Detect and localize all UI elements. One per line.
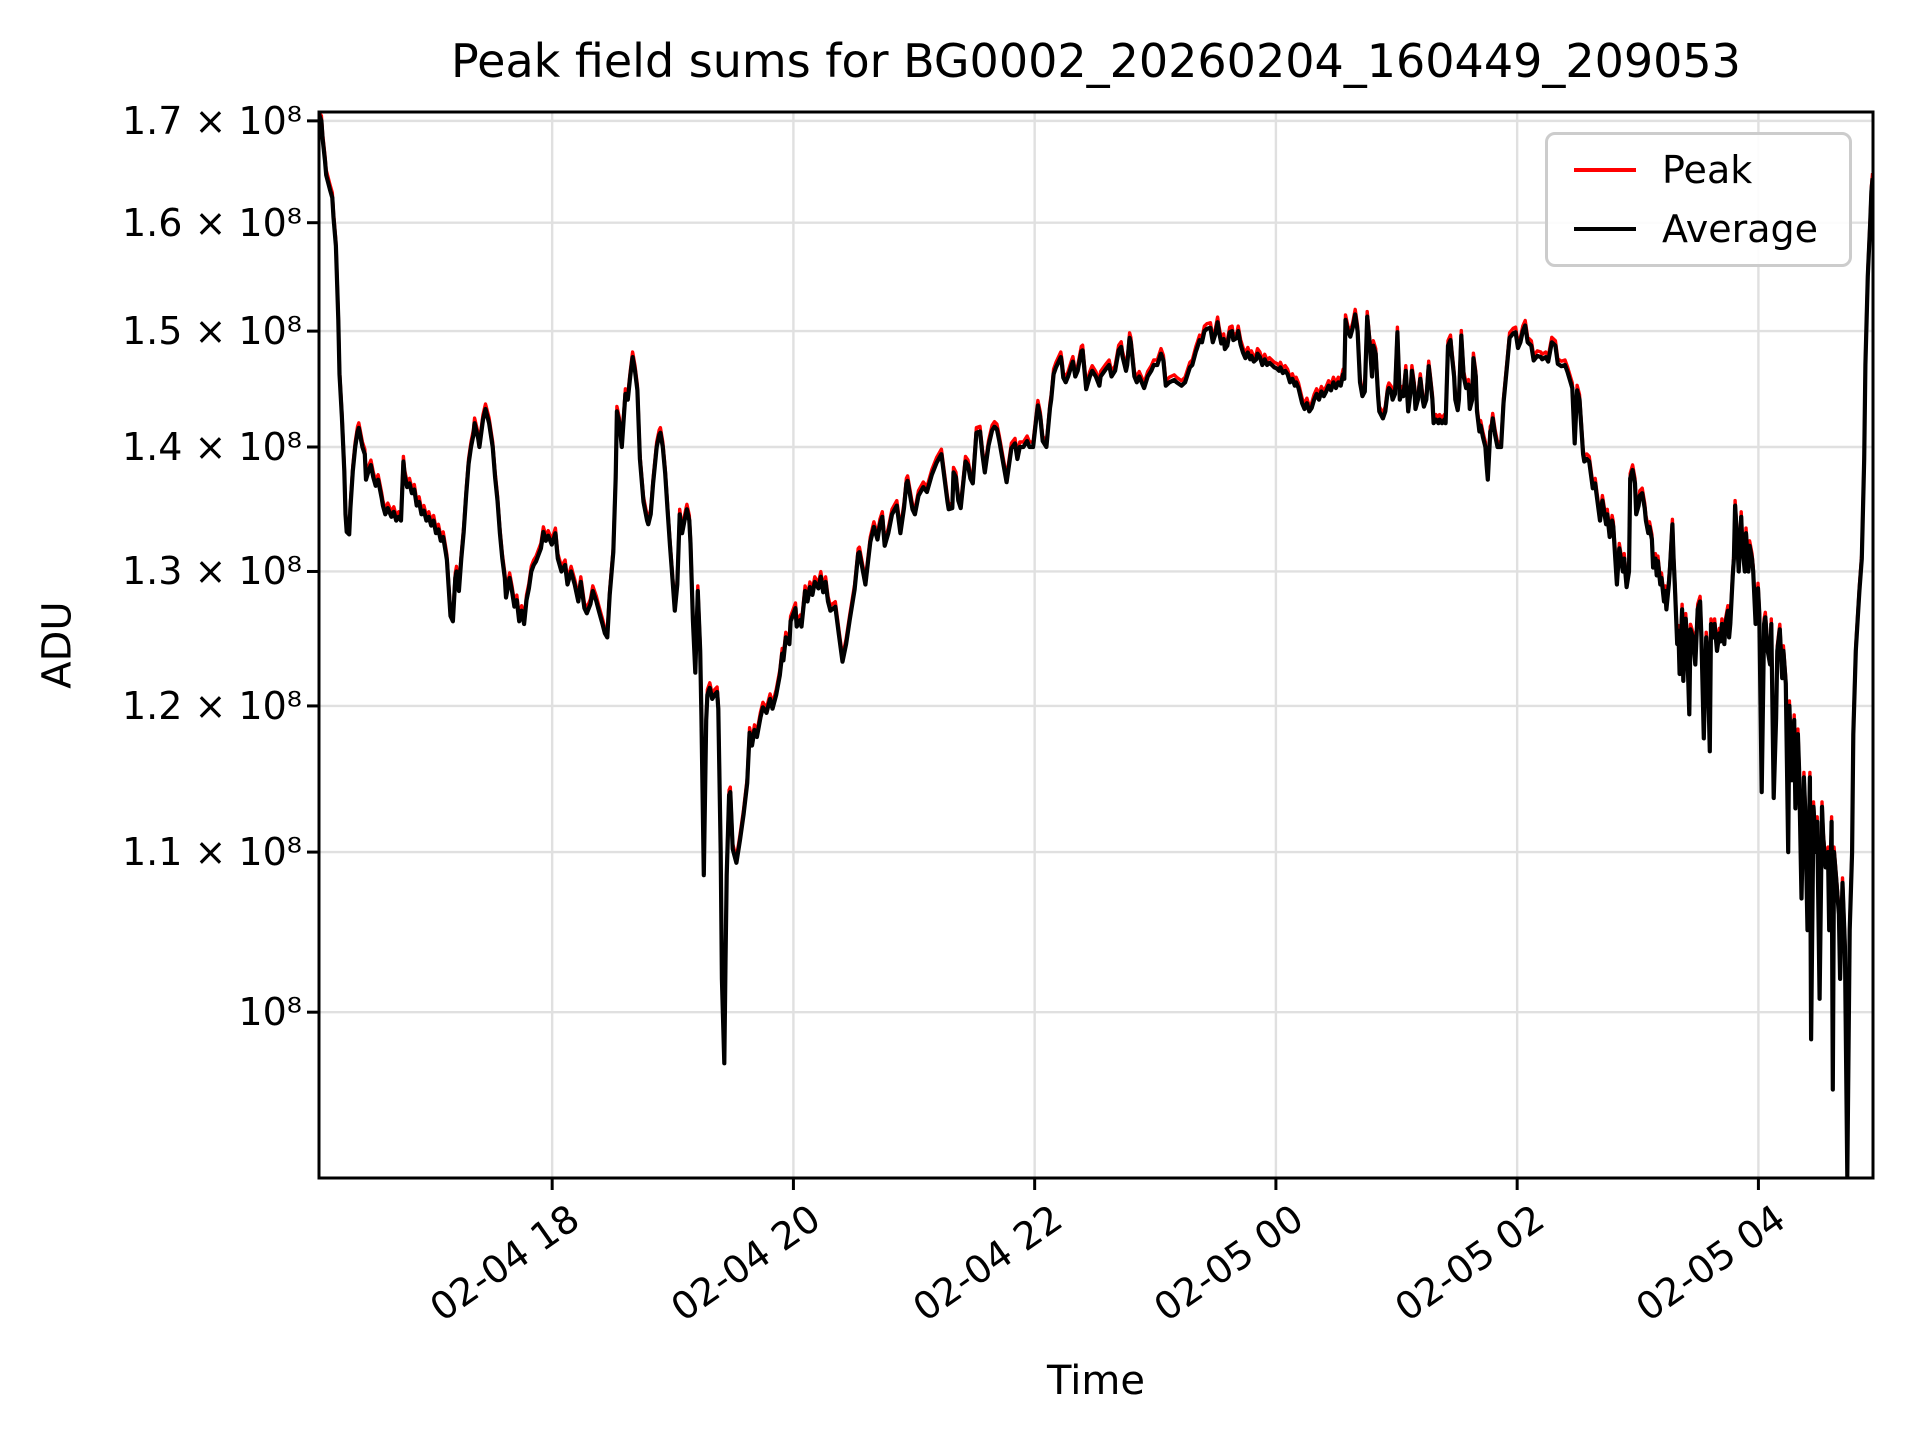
peak-line-swatch bbox=[1574, 168, 1636, 173]
average-line-swatch bbox=[1574, 226, 1636, 231]
axes-spines bbox=[317, 110, 1875, 1180]
average-series-line bbox=[319, 113, 1873, 1178]
y-tick-label: 10⁸ bbox=[238, 990, 302, 1035]
y-tick-label: 1.5 × 10⁸ bbox=[121, 309, 302, 354]
y-tick-label: 1.6 × 10⁸ bbox=[121, 200, 302, 245]
y-tick-label: 1.1 × 10⁸ bbox=[121, 830, 302, 875]
chart-title: Peak field sums for BG0002_20260204_1604… bbox=[451, 34, 1741, 88]
y-tick-label: 1.2 × 10⁸ bbox=[121, 683, 302, 728]
legend-item-average: Average bbox=[1574, 207, 1849, 251]
y-tick-label: 1.7 × 10⁸ bbox=[121, 98, 302, 143]
legend: Peak Average bbox=[1545, 132, 1852, 267]
y-tick-label: 1.3 × 10⁸ bbox=[121, 549, 302, 594]
legend-item-peak: Peak bbox=[1574, 148, 1849, 192]
legend-label-peak: Peak bbox=[1662, 148, 1753, 193]
legend-label-average: Average bbox=[1662, 206, 1819, 251]
x-axis-label: Time bbox=[1047, 1358, 1145, 1404]
y-axis-label: ADU bbox=[34, 601, 81, 689]
y-tick-label: 1.4 × 10⁸ bbox=[121, 424, 302, 469]
